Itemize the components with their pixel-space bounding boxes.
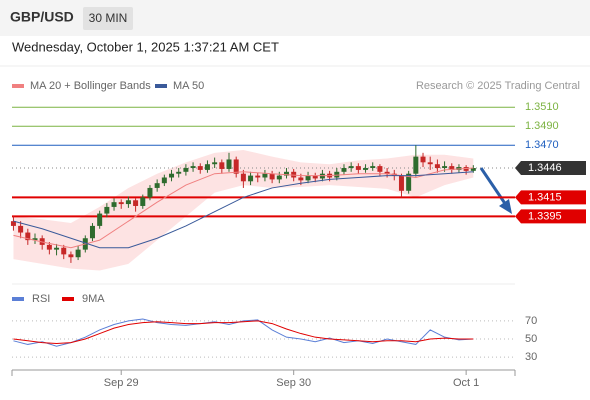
candle-body [25, 232, 31, 241]
candle-body [183, 168, 189, 172]
level-label: 1.3395 [528, 210, 562, 222]
candle-body [449, 166, 455, 170]
candle-body [348, 166, 354, 169]
candle-body [305, 175, 311, 181]
candle-body [355, 166, 361, 170]
candle-body [262, 173, 268, 178]
level-label-box [515, 161, 586, 176]
timeframe-box [83, 7, 133, 30]
symbol: GBP/USD [10, 9, 74, 25]
candle-body [68, 254, 74, 258]
candle-body [197, 166, 203, 170]
candle-body [341, 168, 347, 172]
candle-body [75, 249, 81, 258]
candle-body [406, 173, 412, 191]
level-label: 1.3510 [525, 101, 559, 113]
candle-body [240, 173, 246, 182]
timeframe: 30 MIN [89, 11, 128, 25]
candle-body [276, 175, 282, 180]
candle-body [413, 156, 419, 174]
candle-body [370, 166, 376, 169]
candle-body [118, 202, 124, 205]
candle-body [176, 171, 182, 174]
legend-label: MA 50 [173, 80, 204, 92]
level-label: 1.3470 [525, 139, 559, 151]
candle-body [133, 200, 139, 206]
candle-body [226, 159, 232, 169]
candle-body [111, 202, 117, 207]
rsi-line [13, 320, 474, 345]
candle-body [363, 168, 369, 170]
legend-swatch [12, 297, 24, 301]
candle-body [46, 244, 52, 250]
x-tick-label: Oct 1 [453, 377, 479, 389]
level-label-box [515, 190, 586, 205]
moving-average [13, 167, 474, 249]
source: Research © 2025 Trading Central [416, 80, 580, 92]
x-tick-label: Sep 29 [104, 377, 139, 389]
candle-body [89, 225, 95, 239]
candle-body [255, 175, 261, 178]
candle-body [269, 173, 275, 180]
candle-body [32, 238, 38, 241]
candle-body [54, 247, 60, 250]
y-tick-label: 50 [525, 333, 537, 345]
candle-body [427, 162, 433, 165]
x-tick-label: Sep 30 [276, 377, 311, 389]
legend-label: MA 20 + Bollinger Bands [30, 80, 151, 92]
legend-label: RSI [32, 293, 50, 305]
candle-body [377, 166, 383, 172]
y-tick-label: 30 [525, 351, 537, 363]
legend-swatch [12, 84, 24, 88]
legend-swatch [155, 84, 167, 88]
candle-body [61, 247, 67, 255]
candle-body [248, 175, 254, 182]
level-label: 1.3490 [525, 120, 559, 132]
candle-body [125, 200, 131, 205]
candle-body [169, 173, 175, 178]
level-label-box [515, 209, 586, 224]
candle-body [219, 162, 225, 169]
candle-body [104, 206, 110, 214]
candle-body [312, 175, 318, 179]
candle-body [190, 166, 196, 169]
level-label: 1.3415 [528, 191, 562, 203]
candle-body [161, 177, 167, 184]
subtitle: Wednesday, October 1, 2025 1:37:21 AM CE… [12, 39, 279, 54]
candle-body [10, 221, 16, 226]
candle-body [97, 213, 103, 226]
candle-body [140, 197, 146, 206]
legend-label: 9MA [82, 293, 105, 305]
candle-body [420, 156, 426, 163]
candle-body [384, 171, 390, 174]
moving-average [13, 171, 474, 249]
candle-body [154, 183, 160, 188]
candle-body [398, 175, 404, 191]
level-label: 1.3446 [528, 162, 562, 174]
candle-body [298, 177, 304, 181]
forecast-arrow [479, 167, 508, 206]
candle-body [212, 162, 218, 165]
candle-body [204, 164, 210, 170]
candle-body [283, 171, 289, 176]
forecast-arrowhead [499, 199, 512, 214]
candle-body [434, 164, 440, 169]
bollinger-band [13, 149, 474, 271]
candle-body [147, 187, 153, 198]
y-tick-label: 70 [525, 315, 537, 327]
candle-body [442, 166, 448, 169]
candle-body [470, 168, 476, 171]
candle-body [233, 159, 239, 174]
candle-body [18, 225, 24, 233]
legend-swatch [62, 297, 74, 301]
rsi-line [13, 318, 474, 347]
